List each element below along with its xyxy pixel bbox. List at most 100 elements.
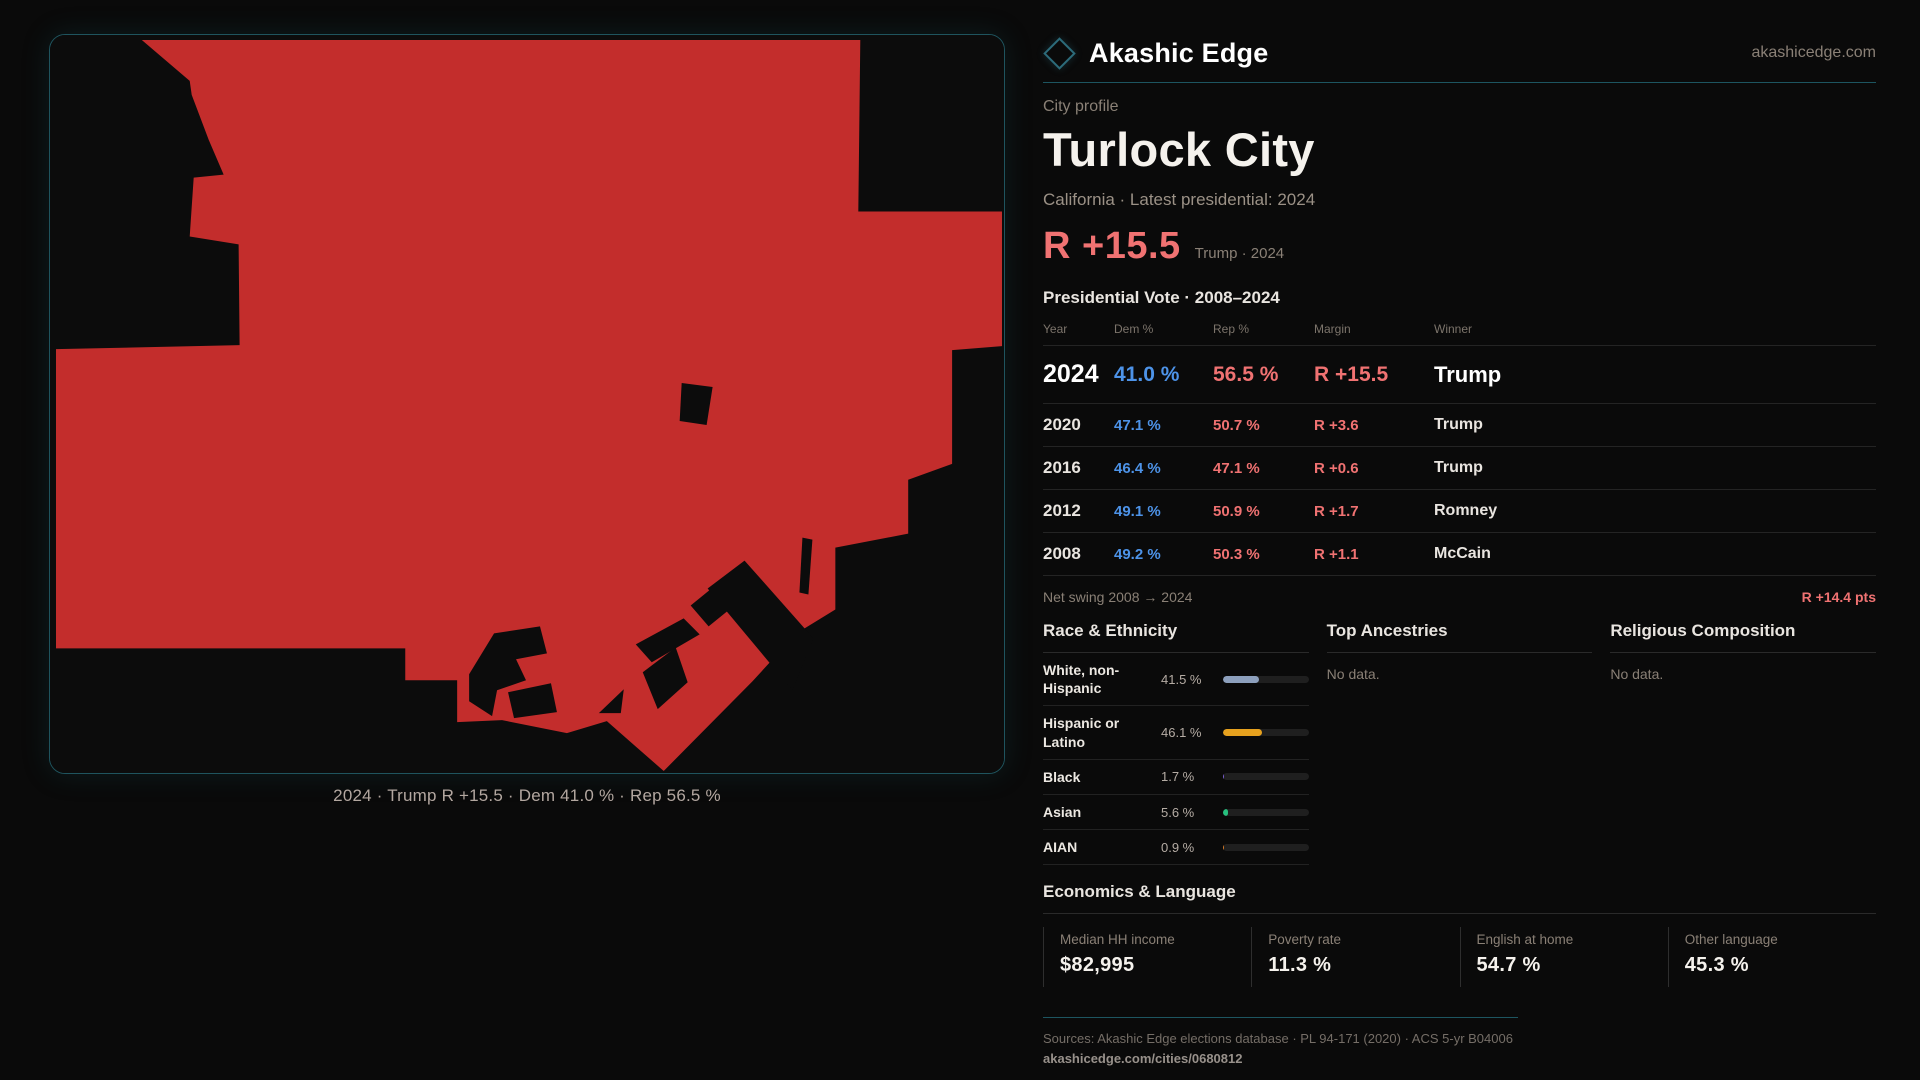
election-table-title: Presidential Vote · 2008–2024 — [1043, 288, 1280, 307]
race-row: Asian 5.6 % — [1043, 795, 1309, 831]
cell-winner: Trump — [1434, 416, 1483, 433]
stat-card: Median HH income $82,995 — [1043, 927, 1251, 988]
race-value: 46.1 % — [1161, 725, 1202, 741]
stat-card: Poverty rate 11.3 % — [1251, 927, 1459, 988]
permalink[interactable]: akashicedge.com/cities/0680812 — [1043, 1051, 1243, 1067]
cell-margin: R +1.7 — [1314, 502, 1359, 520]
col-header-dem: Dem % — [1114, 322, 1154, 336]
cell-margin: R +15.5 — [1314, 362, 1389, 386]
col-header-margin: Margin — [1314, 322, 1351, 336]
race-bar — [1223, 808, 1309, 816]
subtitle: California · Latest presidential: 2024 — [1043, 190, 1316, 209]
map-hole-group — [469, 383, 814, 719]
stat-label: Poverty rate — [1268, 932, 1342, 948]
race-bar — [1223, 675, 1309, 683]
cell-year: 2024 — [1043, 360, 1099, 388]
race-bar-fill — [1223, 729, 1263, 737]
ancestries-empty-state: No data. — [1326, 666, 1380, 682]
race-value: 1.7 % — [1161, 769, 1195, 785]
cell-winner: Trump — [1434, 459, 1483, 476]
top-ancestries-title: Top Ancestries — [1326, 621, 1593, 653]
demographics-section: Race & Ethnicity White, non-Hispanic 41.5… — [1043, 621, 1876, 866]
stat-value: 45.3 % — [1684, 954, 1749, 977]
kicker: City profile — [1043, 98, 1119, 115]
col-header-winner: Winner — [1434, 322, 1473, 336]
sources-text: Sources: Akashic Edge elections database… — [1043, 1031, 1513, 1047]
net-swing-row: Net swing 2008 → 2024 R +14.4 pts — [1043, 576, 1876, 617]
race-bar-fill — [1223, 675, 1259, 683]
cell-winner: McCain — [1434, 545, 1491, 562]
brand-header: Akashic Edge akashicedge.com — [1043, 30, 1876, 76]
table-row: 2012 49.1 % 50.9 % R +1.7 Romney — [1043, 490, 1876, 533]
cell-year: 2016 — [1043, 458, 1081, 477]
footer: Sources: Akashic Edge elections database… — [1043, 1017, 1876, 1066]
election-table: Year Dem % Rep % Margin Winner 2024 41.0 … — [1043, 322, 1876, 576]
cell-dem: 49.1 % — [1114, 502, 1161, 520]
col-header-rep: Rep % — [1213, 322, 1250, 336]
stat-value: $82,995 — [1060, 954, 1135, 977]
race-label: White, non-Hispanic — [1043, 662, 1120, 697]
city-map — [50, 35, 1004, 773]
race-bar — [1223, 729, 1309, 737]
cell-margin: R +0.6 — [1314, 459, 1359, 477]
race-label: Hispanic or Latino — [1043, 715, 1120, 750]
cell-year: 2012 — [1043, 501, 1081, 520]
table-row: 2016 46.4 % 47.1 % R +0.6 Trump — [1043, 447, 1876, 490]
election-table-body: 2024 41.0 % 56.5 % R +15.5 Trump 2020 47.1 % 50… — [1043, 346, 1876, 576]
cell-rep: 50.3 % — [1213, 545, 1260, 563]
race-row: Hispanic or Latino 46.1 % — [1043, 706, 1309, 760]
race-bar-fill — [1223, 843, 1224, 851]
profile-panel: Akashic Edge akashicedge.com City profil… — [1043, 30, 1876, 1066]
diamond-logo-icon — [1043, 36, 1076, 70]
economics-divider — [1043, 913, 1876, 915]
economics-title: Economics & Language — [1043, 882, 1236, 902]
headline-margin-row: R +15.5 Trump · 2024 — [1043, 225, 1876, 268]
race-row: AIAN 0.9 % — [1043, 830, 1309, 866]
header-divider — [1043, 82, 1876, 83]
race-value: 0.9 % — [1161, 839, 1195, 855]
religious-composition-title: Religious Composition — [1610, 621, 1876, 653]
headline-context: Trump · 2024 — [1194, 245, 1285, 262]
top-ancestries-column: Top Ancestries No data. — [1326, 621, 1593, 865]
headline-margin: R +15.5 — [1043, 225, 1181, 267]
economics-stats: Median HH income $82,995 Poverty rate 11.3 … — [1043, 927, 1876, 988]
race-bar — [1223, 843, 1309, 851]
cell-margin: R +1.1 — [1314, 545, 1359, 563]
cell-winner: Romney — [1434, 502, 1498, 519]
race-label: AIAN — [1043, 839, 1078, 856]
cell-dem: 47.1 % — [1114, 416, 1161, 434]
cell-dem: 46.4 % — [1114, 459, 1161, 477]
cell-year: 2020 — [1043, 415, 1081, 434]
race-value: 41.5 % — [1161, 671, 1202, 687]
city-map-panel — [49, 34, 1005, 774]
brand-name: Akashic Edge — [1089, 37, 1269, 68]
map-caption: 2024 · Trump R +15.5 · Dem 41.0 % · Rep … — [333, 786, 721, 805]
race-bar-fill — [1223, 773, 1225, 781]
race-ethnicity-title: Race & Ethnicity — [1043, 621, 1309, 653]
race-value: 5.6 % — [1161, 804, 1195, 820]
race-row: Black 1.7 % — [1043, 760, 1309, 795]
stat-value: 11.3 % — [1268, 954, 1332, 977]
stat-label: English at home — [1476, 932, 1574, 948]
race-bar — [1223, 773, 1309, 781]
stat-card: English at home 54.7 % — [1459, 927, 1668, 988]
cell-dem: 49.2 % — [1114, 545, 1161, 563]
brand-domain-link[interactable]: akashicedge.com — [1751, 44, 1876, 61]
stat-label: Median HH income — [1060, 932, 1175, 948]
cell-dem: 41.0 % — [1114, 362, 1180, 386]
stat-value: 54.7 % — [1476, 954, 1541, 977]
table-row: 2020 47.1 % 50.7 % R +3.6 Trump — [1043, 404, 1876, 447]
stat-card: Other language 45.3 % — [1667, 927, 1876, 988]
cell-rep: 50.9 % — [1213, 502, 1260, 520]
race-label: Black — [1043, 768, 1081, 785]
race-row: White, non-Hispanic 41.5 % — [1043, 653, 1309, 707]
net-swing-label: Net swing 2008 → 2024 — [1043, 589, 1193, 605]
net-swing-value: R +14.4 pts — [1801, 589, 1876, 605]
cell-rep: 56.5 % — [1213, 362, 1279, 386]
table-row: 2024 41.0 % 56.5 % R +15.5 Trump — [1043, 346, 1876, 404]
religious-composition-column: Religious Composition No data. — [1610, 621, 1876, 865]
race-label: Asian — [1043, 803, 1082, 820]
religion-empty-state: No data. — [1610, 666, 1664, 682]
stat-label: Other language — [1684, 932, 1778, 948]
page-title: Turlock City — [1043, 123, 1315, 176]
